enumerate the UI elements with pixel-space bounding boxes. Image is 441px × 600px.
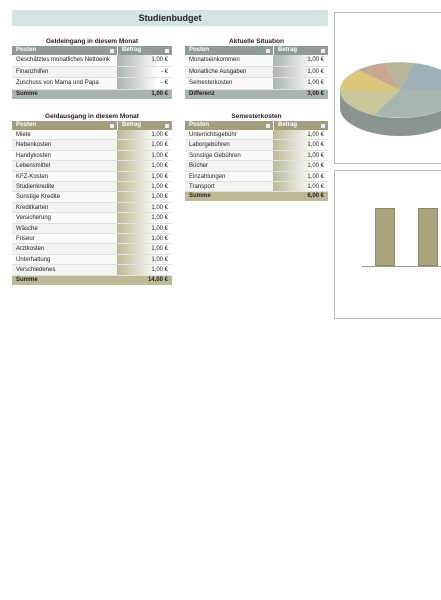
filter-button — [265, 47, 271, 54]
pie-slice — [384, 62, 414, 90]
row-label: Sonstige Gebühren — [185, 150, 273, 162]
pie-slice — [358, 63, 400, 90]
header-cell: Betrag — [273, 46, 328, 55]
row-amount: - € — [117, 66, 172, 78]
row-label: Studienkredite — [12, 182, 117, 193]
total-label: Differenz — [185, 89, 273, 99]
header-cell: Betrag — [117, 121, 172, 130]
pie-slice — [400, 63, 441, 90]
row-amount: 1,00 € — [117, 244, 172, 255]
row-amount: 1,00 € — [273, 66, 328, 78]
row-label: Versicherung — [12, 213, 117, 224]
row-amount: 1,00 € — [117, 202, 172, 214]
row-amount: 1,00 € — [117, 265, 172, 276]
table-title: Geldeingang in diesem Monat — [45, 38, 139, 45]
total-label: Summe — [185, 192, 273, 202]
filter-button — [109, 122, 115, 129]
table-title: Semesterkosten — [231, 113, 282, 120]
pie-slice — [340, 70, 400, 90]
row-label: Einzahlungen — [185, 171, 273, 182]
row-label: Monatseinkommen — [185, 55, 273, 67]
row-label: Nebenkosten — [12, 140, 117, 151]
row-label: Transport — [185, 182, 273, 193]
row-amount: 1,00 € — [117, 55, 172, 67]
row-label: Semesterkosten — [185, 78, 273, 90]
total-label: Summe — [12, 89, 117, 99]
table-title: Aktuelle Situation — [229, 38, 284, 45]
row-amount: 1,00 € — [117, 234, 172, 245]
row-amount: 1,00 € — [273, 55, 328, 67]
bar — [418, 208, 438, 266]
row-label: Miete — [12, 130, 117, 141]
filter-button — [164, 47, 170, 54]
total-label: Summe — [12, 275, 117, 285]
row-amount: 1,00 € — [117, 171, 172, 182]
table-title: Geldausgang in diesem Monat — [45, 113, 139, 120]
pie — [340, 62, 441, 136]
row-label: KFZ-Kosten — [12, 171, 117, 182]
row-label: Verschiedenes — [12, 265, 117, 276]
header-cell: Posten — [185, 121, 273, 130]
header-cell: Posten — [185, 46, 273, 55]
row-label: Friseur — [12, 234, 117, 245]
row-label: Laborgebühren — [185, 140, 273, 151]
row-label: Lebensmittel — [12, 161, 117, 172]
row-amount: 1,00 € — [273, 161, 328, 172]
row-amount: 1,00 € — [117, 182, 172, 193]
pie-slice — [374, 90, 441, 118]
total-amount: 3,00 € — [273, 89, 328, 99]
row-label: Bücher — [185, 161, 273, 172]
row-label: Kreditkarten — [12, 202, 117, 214]
row-label: Wäsche — [12, 223, 117, 234]
row-amount: 1,00 € — [117, 223, 172, 234]
row-amount: 1,00 € — [117, 192, 172, 203]
row-amount: 1,00 € — [273, 140, 328, 151]
total-amount: 6,00 € — [273, 192, 328, 202]
row-amount: 1,00 € — [273, 78, 328, 90]
filter-button — [265, 122, 271, 129]
header-cell: Posten — [12, 46, 117, 55]
row-amount: 1,00 € — [273, 150, 328, 162]
header-cell: Betrag — [117, 46, 172, 55]
bar — [375, 208, 395, 266]
page-title: Studienbudget — [12, 10, 328, 26]
filter-button — [320, 122, 326, 129]
row-label: Monatliche Ausgaben — [185, 66, 273, 78]
row-amount: 1,00 € — [117, 140, 172, 151]
row-amount: 1,00 € — [273, 182, 328, 193]
filter-button — [164, 122, 170, 129]
row-label: Zuschuss von Mama und Papa — [12, 78, 117, 90]
row-amount: 1,00 € — [273, 171, 328, 182]
row-label: Sonstige Kredite — [12, 192, 117, 203]
pie-side — [340, 90, 441, 136]
total-amount: 14,00 € — [117, 275, 172, 285]
pie-slice — [340, 90, 400, 115]
pie-chart — [334, 12, 441, 164]
row-amount: 1,00 € — [117, 254, 172, 266]
header-cell: Posten — [12, 121, 117, 130]
row-amount: 1,00 € — [117, 150, 172, 162]
row-label: Arztkosten — [12, 244, 117, 255]
row-amount: 1,00 € — [117, 213, 172, 224]
header-cell: Betrag — [273, 121, 328, 130]
filter-button — [109, 47, 115, 54]
row-amount: 1,00 € — [117, 130, 172, 141]
row-label: Geschätztes monatliches Nettoeink — [12, 55, 117, 67]
x-axis — [362, 266, 441, 267]
row-amount: - € — [117, 78, 172, 90]
filter-button — [320, 47, 326, 54]
row-label: Unterrichtsgebühr — [185, 130, 273, 141]
row-label: Finanzhilfen — [12, 66, 117, 78]
row-label: Handykosten — [12, 150, 117, 162]
row-amount: 1,00 € — [117, 161, 172, 172]
row-amount: 1,00 € — [273, 130, 328, 141]
row-label: Unterhaltung — [12, 254, 117, 266]
total-amount: 1,00 € — [117, 89, 172, 99]
